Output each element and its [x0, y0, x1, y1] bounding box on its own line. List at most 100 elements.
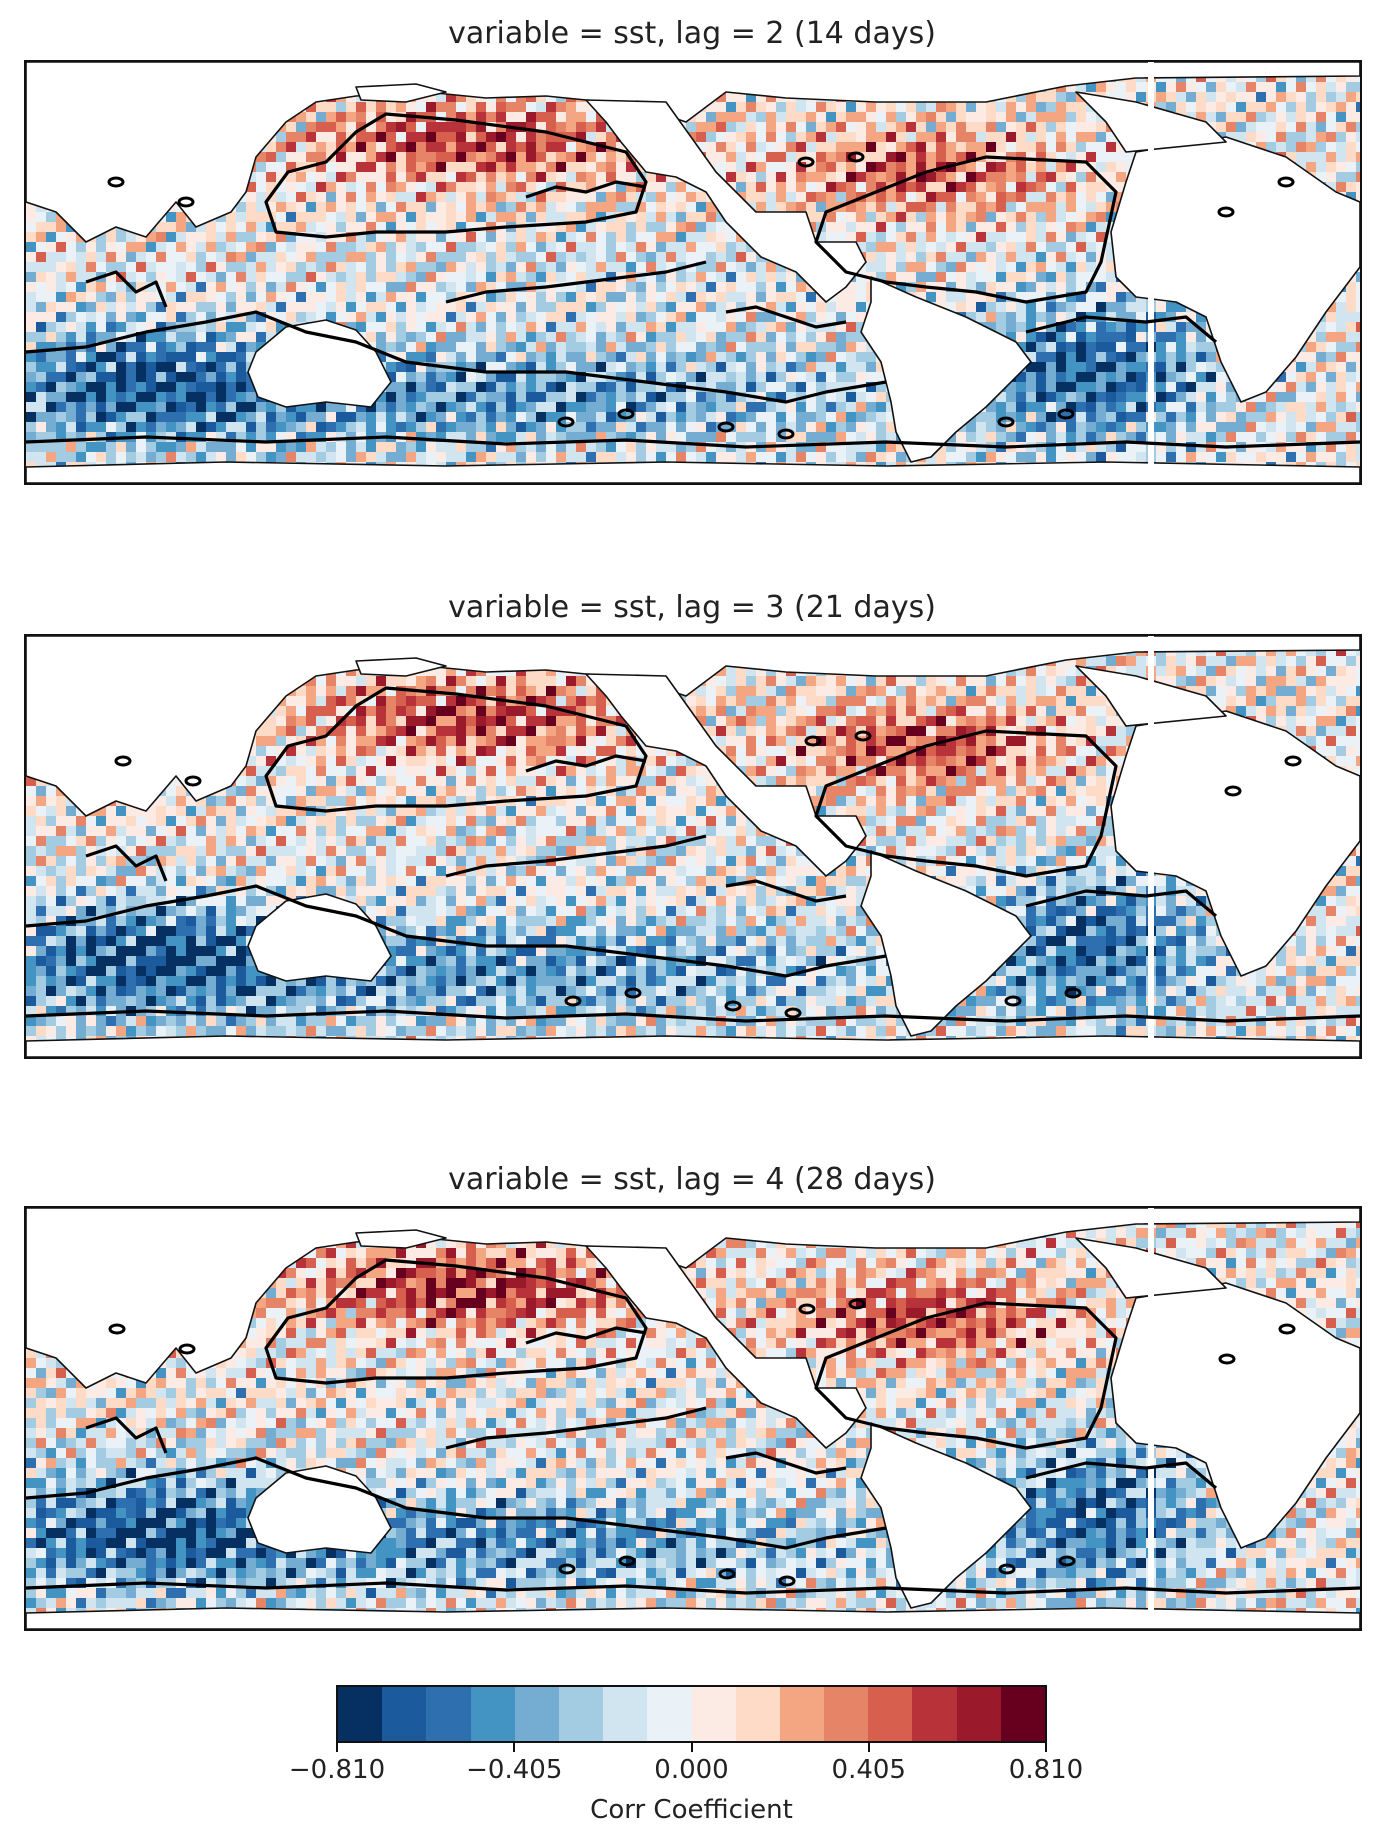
grid-cell	[726, 312, 737, 323]
grid-cell	[706, 142, 717, 153]
grid-cell	[1086, 112, 1097, 123]
grid-cell	[956, 202, 967, 213]
grid-cell	[26, 272, 37, 283]
grid-cell	[1316, 82, 1327, 93]
grid-cell	[276, 192, 287, 203]
grid-cell	[486, 332, 497, 343]
grid-cell	[846, 412, 857, 423]
grid-cell	[816, 312, 827, 323]
grid-cell	[846, 222, 857, 233]
grid-cell	[706, 282, 717, 293]
grid-cell	[996, 282, 1007, 293]
grid-cell	[496, 392, 507, 403]
grid-cell	[226, 382, 237, 393]
grid-cell	[246, 172, 257, 183]
grid-cell	[866, 362, 877, 373]
grid-cell	[1076, 382, 1087, 393]
grid-cell	[356, 152, 367, 163]
grid-cell	[426, 372, 437, 383]
grid-cell	[1286, 102, 1297, 113]
grid-cell	[966, 142, 977, 153]
grid-cell	[1176, 102, 1187, 113]
grid-cell	[306, 282, 317, 293]
grid-cell	[1026, 252, 1037, 263]
grid-cell	[476, 262, 487, 273]
grid-cell	[1106, 332, 1117, 343]
grid-cell	[1116, 352, 1127, 363]
grid-cell	[736, 102, 747, 113]
grid-cell	[976, 162, 987, 173]
grid-cell	[666, 422, 677, 433]
grid-cell	[626, 222, 637, 233]
grid-cell	[996, 112, 1007, 123]
grid-cell	[946, 112, 957, 123]
grid-cell	[1016, 182, 1027, 193]
grid-cell	[906, 182, 917, 193]
grid-cell	[1016, 292, 1027, 303]
grid-cell	[696, 252, 707, 263]
grid-cell	[66, 362, 77, 373]
grid-cell	[566, 232, 577, 243]
grid-cell	[1076, 332, 1087, 343]
grid-cell	[576, 252, 587, 263]
grid-cell	[616, 222, 627, 233]
grid-cell	[1036, 232, 1047, 243]
grid-cell	[1316, 422, 1327, 433]
grid-cell	[306, 262, 317, 273]
grid-cell	[376, 142, 387, 153]
grid-cell	[36, 322, 47, 333]
grid-cell	[206, 302, 217, 313]
grid-cell	[546, 242, 557, 253]
grid-cell	[116, 282, 127, 293]
grid-cell	[1056, 302, 1067, 313]
grid-cell	[396, 332, 407, 343]
grid-cell	[996, 272, 1007, 283]
grid-cell	[416, 142, 427, 153]
grid-cell	[966, 122, 977, 133]
grid-cell	[726, 282, 737, 293]
grid-cell	[756, 372, 767, 383]
grid-cell	[766, 202, 777, 213]
grid-cell	[1056, 232, 1067, 243]
grid-cell	[1046, 192, 1057, 203]
grid-cell	[326, 132, 337, 143]
grid-cell	[776, 202, 787, 213]
grid-cell	[766, 132, 777, 143]
grid-cell	[736, 162, 747, 173]
grid-cell	[1096, 182, 1107, 193]
grid-cell	[286, 312, 297, 323]
grid-cell	[776, 132, 787, 143]
grid-cell	[1026, 322, 1037, 333]
grid-cell	[786, 292, 797, 303]
grid-cell	[426, 152, 437, 163]
grid-cell	[996, 102, 1007, 113]
grid-cell	[96, 312, 107, 323]
grid-cell	[556, 302, 567, 313]
grid-cell	[726, 412, 737, 423]
grid-cell	[346, 322, 357, 333]
grid-cell	[346, 312, 357, 323]
grid-cell	[186, 252, 197, 263]
grid-cell	[66, 322, 77, 333]
grid-cell	[276, 152, 287, 163]
grid-cell	[1176, 82, 1187, 93]
grid-cell	[86, 322, 97, 333]
grid-cell	[606, 292, 617, 303]
grid-cell	[696, 382, 707, 393]
grid-cell	[1266, 422, 1277, 433]
grid-cell	[1166, 342, 1177, 353]
grid-cell	[526, 332, 537, 343]
grid-cell	[1226, 122, 1237, 133]
grid-cell	[26, 362, 37, 373]
grid-cell	[806, 352, 817, 363]
grid-cell	[436, 262, 447, 273]
grid-cell	[806, 102, 817, 113]
grid-cell	[266, 262, 277, 273]
grid-cell	[136, 232, 147, 243]
grid-cell	[676, 242, 687, 253]
grid-cell	[696, 342, 707, 353]
grid-cell	[396, 172, 407, 183]
grid-cell	[356, 142, 367, 153]
grid-cell	[876, 112, 887, 123]
grid-cell	[1066, 322, 1077, 333]
